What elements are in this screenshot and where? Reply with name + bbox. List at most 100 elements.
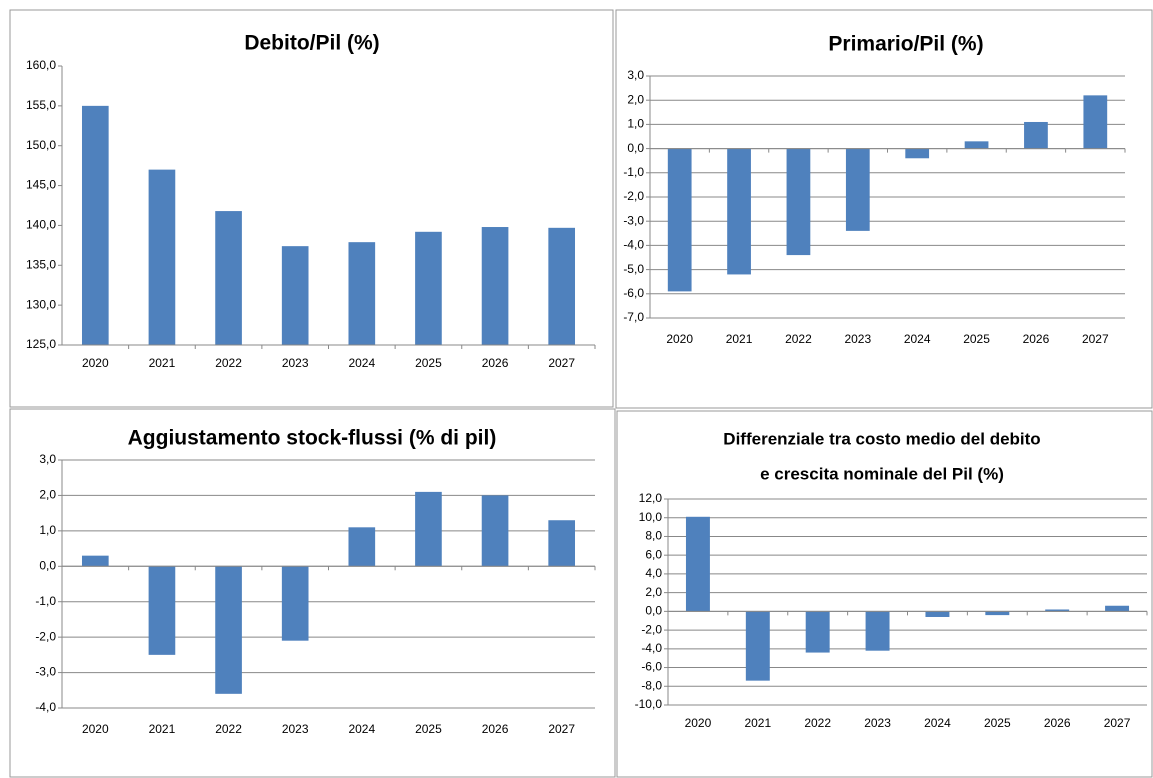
panel [616,410,1153,778]
bar [1105,605,1130,612]
bar [148,169,176,345]
bar [905,148,930,159]
bar [865,611,890,651]
y-tick-label: -10,0 [635,697,663,711]
x-tick-label: 2024 [904,332,931,346]
bar [415,491,442,567]
y-tick-label: 8,0 [645,529,662,543]
y-tick-label: -2,0 [623,189,644,203]
bar [845,148,870,231]
x-tick-label: 2027 [1104,716,1131,730]
x-tick-label: 2026 [1044,716,1071,730]
y-tick-label: 4,0 [645,566,662,580]
bar [1083,95,1108,149]
y-tick-label: 2,0 [39,488,56,502]
x-tick-label: 2027 [548,356,575,370]
bar [745,611,770,681]
panel [9,408,616,778]
bar [481,227,509,345]
bar [415,231,442,345]
y-tick-label: -2,0 [641,622,662,636]
bar [685,516,710,612]
y-tick-label: 160,0 [26,58,56,72]
y-tick-label: 1,0 [39,523,56,537]
bar [81,105,109,345]
y-tick-label: 3,0 [39,452,56,466]
x-tick-label: 2024 [924,716,951,730]
x-tick-label: 2023 [844,332,871,346]
bar [786,148,811,256]
y-tick-label: 10,0 [639,510,663,524]
y-tick-label: -1,0 [623,165,644,179]
y-tick-label: 140,0 [26,218,56,232]
x-tick-label: 2024 [348,722,375,736]
bar [481,495,509,567]
x-tick-label: 2023 [864,716,891,730]
y-tick-label: 135,0 [26,257,56,271]
bar [281,246,309,345]
x-tick-label: 2022 [785,332,812,346]
bar [727,148,751,275]
bar [548,520,576,567]
y-tick-label: -6,0 [641,660,662,674]
x-tick-label: 2026 [1023,332,1050,346]
bar [348,242,376,345]
chart-title: e crescita nominale del Pil (%) [760,464,1004,483]
bar [548,227,576,345]
y-tick-label: 6,0 [645,547,662,561]
y-tick-label: -4,0 [35,700,56,714]
y-tick-label: -7,0 [623,310,644,324]
y-tick-label: 0,0 [39,558,56,572]
y-tick-label: 3,0 [627,68,644,82]
x-tick-label: 2021 [726,332,753,346]
x-tick-label: 2022 [215,356,242,370]
bar [215,566,242,694]
y-tick-label: -5,0 [623,262,644,276]
x-tick-label: 2021 [149,722,176,736]
chart-title: Primario/Pil (%) [828,33,983,56]
y-tick-label: -1,0 [35,594,56,608]
x-tick-label: 2021 [744,716,771,730]
y-tick-label: -6,0 [623,286,644,300]
x-tick-label: 2025 [415,356,442,370]
bar [215,211,242,345]
y-tick-label: 0,0 [645,604,662,618]
bar [985,611,1010,616]
y-tick-label: 2,0 [645,585,662,599]
y-tick-label: 145,0 [26,178,56,192]
chart-title: Differenziale tra costo medio del debito [723,429,1040,448]
x-tick-label: 2021 [149,356,176,370]
y-tick-label: -8,0 [641,678,662,692]
y-tick-label: 1,0 [627,117,644,131]
y-tick-label: 130,0 [26,297,56,311]
bar [1045,609,1070,612]
y-tick-label: -2,0 [35,629,56,643]
y-tick-label: 12,0 [639,491,663,505]
x-tick-label: 2027 [548,722,575,736]
y-tick-label: -3,0 [623,213,644,227]
x-tick-label: 2023 [282,722,309,736]
panel [9,9,614,408]
y-tick-label: -3,0 [35,665,56,679]
x-tick-label: 2025 [963,332,990,346]
x-tick-label: 2022 [215,722,242,736]
x-tick-label: 2020 [685,716,712,730]
y-tick-label: 125,0 [26,337,56,351]
x-tick-label: 2020 [666,332,693,346]
x-tick-label: 2020 [82,722,109,736]
x-tick-label: 2025 [984,716,1011,730]
bar [81,555,109,567]
bar [667,148,692,292]
x-tick-label: 2027 [1082,332,1109,346]
y-tick-label: 155,0 [26,98,56,112]
panel [615,9,1153,409]
x-tick-label: 2026 [482,356,509,370]
bar [281,566,309,641]
y-tick-label: -4,0 [641,641,662,655]
chart-title: Debito/Pil (%) [244,32,379,55]
y-tick-label: -4,0 [623,238,644,252]
y-tick-label: 0,0 [627,141,644,155]
x-tick-label: 2025 [415,722,442,736]
bar [1024,121,1048,149]
